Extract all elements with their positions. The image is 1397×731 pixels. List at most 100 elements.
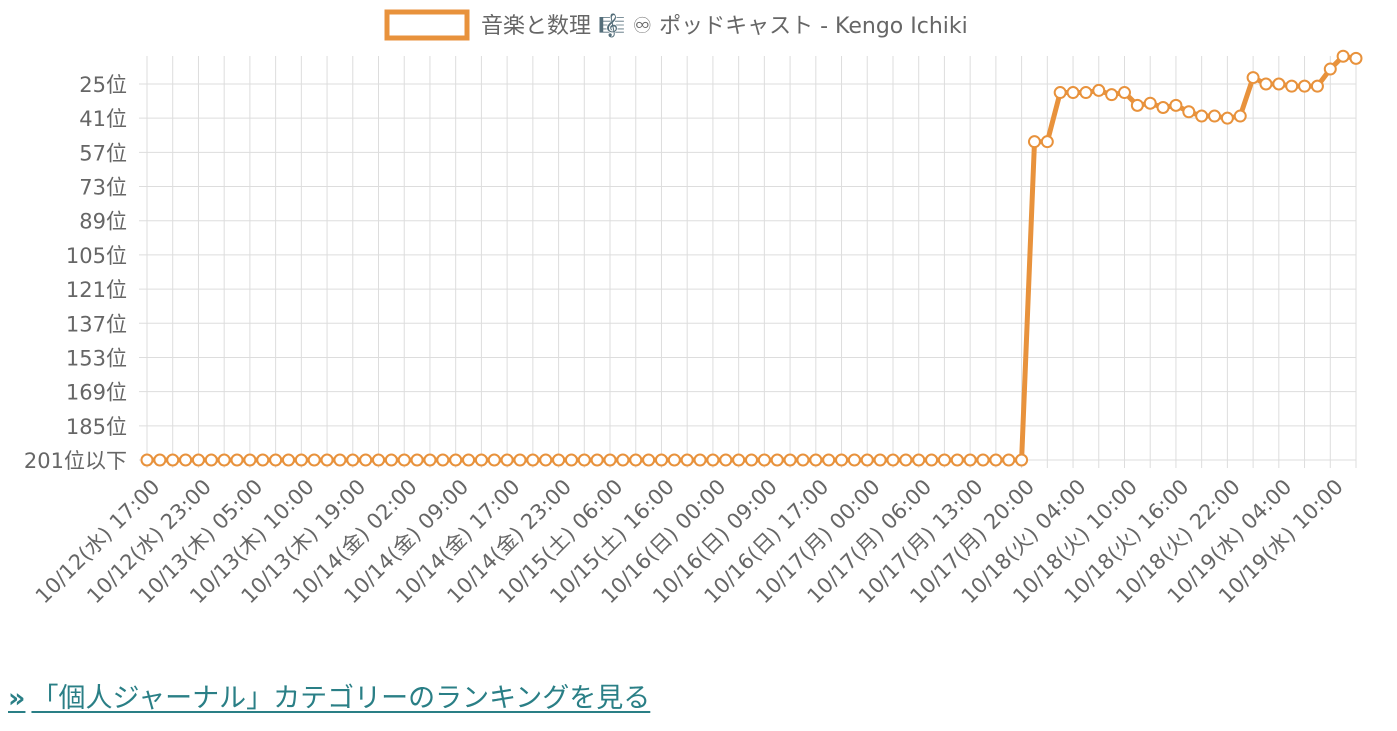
legend-label: 音楽と数理 🎼 ♾ ポッドキャスト - Kengo Ichiki [481,13,968,39]
y-tick-label: 89位 [79,210,127,234]
chart-grid [139,56,1357,468]
y-tick-label: 105位 [66,244,127,268]
data-point [449,453,463,467]
data-point [1195,109,1209,123]
data-point [809,453,823,467]
data-point [860,453,874,467]
data-point [1130,98,1144,112]
data-point [1143,96,1157,110]
data-point [1298,79,1312,93]
data-point [166,453,180,467]
data-point [410,453,424,467]
data-point [243,453,257,467]
data-point [1015,453,1029,467]
data-point [1208,109,1222,123]
data-point [1349,51,1363,65]
data-point [1040,135,1054,149]
data-point [1246,71,1260,85]
data-point [654,453,668,467]
data-point [1079,86,1093,100]
data-point [526,453,540,467]
y-axis: 25位 41位 57位 73位 89位 105位 121位 137位 153位 169位 185位 2… [24,73,127,473]
data-point [423,453,437,467]
data-point [1285,79,1299,93]
data-point [745,453,758,467]
series-line [147,53,1357,463]
data-point [462,453,476,467]
y-tick-label: 137位 [66,312,127,336]
chart-series [140,49,1363,467]
data-point [680,453,694,467]
data-point [1092,83,1106,97]
data-point [757,453,771,467]
data-point [474,453,488,467]
data-point [886,453,900,467]
y-tick-label: 153位 [66,346,127,370]
data-point [603,453,617,467]
data-point [1220,111,1234,125]
data-point [500,453,514,467]
data-point [372,453,386,467]
data-point [1336,49,1350,63]
ranking-line-chart: 音楽と数理 🎼 ♾ ポッドキャスト - Kengo Ichiki 25位 41位 5… [24,9,1363,609]
data-point [1066,86,1080,100]
y-tick-label: 185位 [66,415,127,439]
data-point [552,453,566,467]
data-point [346,453,360,467]
data-point [384,453,398,467]
data-point [179,453,193,467]
y-tick-label: 41位 [79,107,127,131]
legend-swatch [384,9,470,41]
chart-legend[interactable]: 音楽と数理 🎼 ♾ ポッドキャスト - Kengo Ichiki [384,9,968,41]
category-ranking-link-label: 「個人ジャーナル」カテゴリーのランキングを見る [31,683,651,714]
data-point [1169,98,1183,112]
data-point [732,453,746,467]
data-point [796,453,810,467]
data-point [269,453,283,467]
data-point [590,453,604,467]
data-point [629,453,643,467]
data-point [191,453,205,467]
y-tick-label: 201位以下 [24,449,127,473]
data-point [1272,77,1286,91]
data-point [513,453,527,467]
data-point [577,453,591,467]
data-point [1105,88,1119,102]
data-point [770,453,784,467]
data-point [693,453,707,467]
data-point [436,453,450,467]
ranking-chart: 音楽と数理 🎼 ♾ ポッドキャスト - Kengo Ichiki 25位 41位 5… [24,9,1363,609]
y-tick-label: 73位 [79,176,127,200]
data-point [1027,135,1041,149]
data-point [230,453,244,467]
data-point [204,453,218,467]
double-chevron-right-icon: » [8,683,26,714]
data-point [1156,101,1170,114]
data-point [989,453,1003,467]
data-point [1053,86,1067,100]
data-point [397,453,411,467]
data-point [642,453,656,467]
data-point [835,453,849,467]
data-point [153,453,167,467]
data-point [217,453,231,467]
data-point [1259,77,1273,91]
data-point [667,453,681,467]
y-tick-label: 121位 [66,278,127,302]
data-point [1002,453,1016,467]
data-point [307,453,321,467]
data-point [256,453,270,467]
data-point [140,453,154,467]
data-point [539,453,553,467]
data-point [783,453,797,467]
data-point [976,453,990,467]
data-point [333,453,347,467]
data-point [1117,86,1131,100]
data-point [294,453,308,467]
data-point [320,453,334,467]
data-point [822,453,836,467]
data-point [1310,79,1324,93]
data-point [963,453,977,467]
category-ranking-link[interactable]: » 「個人ジャーナル」カテゴリーのランキングを見る [8,676,650,715]
